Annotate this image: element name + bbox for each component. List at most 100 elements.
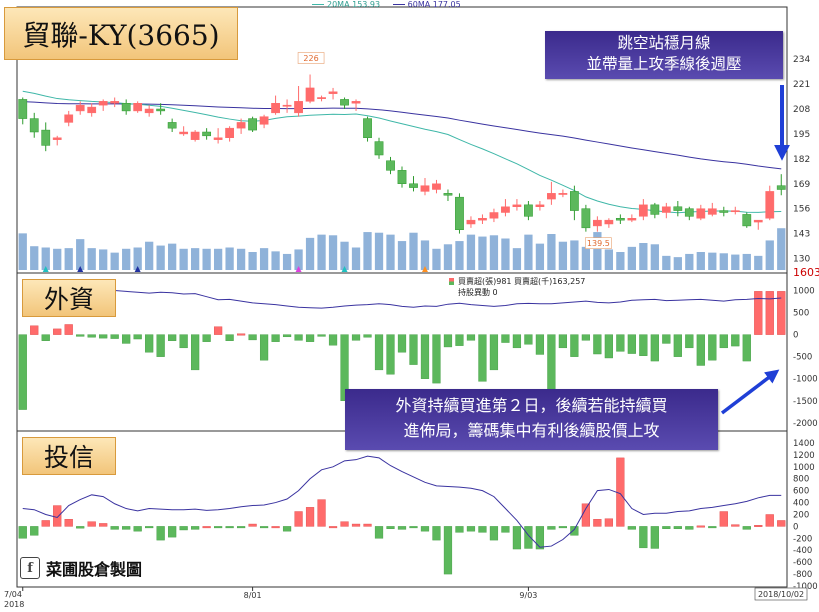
x-tick-label: 8/01	[244, 591, 262, 600]
flow-bar	[76, 526, 85, 529]
y-tick-label: 1400	[793, 439, 815, 449]
candle-body	[535, 204, 545, 207]
candle-body	[110, 101, 120, 104]
holding-line	[22, 286, 782, 309]
volume-bar	[397, 241, 407, 270]
y-tick-label: 221	[793, 80, 810, 90]
volume-bar	[133, 247, 142, 270]
volume-bar	[478, 236, 487, 270]
stock-title: 貿聯-KY(3665)	[4, 7, 238, 60]
note-foreign-line2: 進佈局，籌碼集中有利後續股價上攻	[403, 421, 660, 440]
volume-bar	[604, 249, 614, 270]
y-tick-label: 600	[793, 487, 809, 497]
flow-bar	[110, 334, 119, 339]
flow-bar	[340, 334, 349, 401]
volume-bar	[202, 248, 211, 270]
flow-bar	[777, 291, 786, 335]
y-tick-label: -1000	[793, 582, 818, 592]
volume-bar	[122, 248, 131, 270]
candle-body	[420, 185, 430, 192]
flow-bar	[168, 334, 177, 341]
flow-bar	[168, 526, 177, 538]
flow-bar	[547, 526, 556, 530]
event-marker	[295, 266, 302, 272]
candle-body	[167, 122, 177, 129]
flow-bar	[248, 523, 257, 527]
flow-bar	[570, 334, 579, 357]
chart-frame	[16, 6, 788, 588]
volume-bar	[110, 252, 119, 270]
candle-body	[351, 101, 361, 104]
flow-bar	[110, 526, 119, 530]
candle-body	[156, 108, 166, 112]
flow-bar	[581, 503, 590, 527]
volume-bar	[179, 248, 188, 270]
arrow-up-right-icon	[720, 369, 780, 415]
candle-body	[512, 204, 522, 207]
volume-bar	[777, 228, 786, 270]
flow-bar	[248, 334, 257, 341]
candle-body	[75, 104, 85, 112]
event-marker	[421, 266, 428, 272]
holding-line	[22, 455, 782, 548]
y-tick-label: 208	[793, 105, 810, 115]
volume-bar	[64, 248, 73, 270]
volume-bar	[650, 244, 659, 270]
flow-bar	[202, 334, 211, 342]
candle-body	[213, 137, 223, 140]
volume-bar	[627, 246, 636, 270]
flow-bar	[719, 511, 728, 527]
flow-bar	[340, 521, 349, 527]
candle-body	[776, 185, 786, 190]
flow-bar	[535, 334, 545, 355]
credit-text: 菜圃股倉製圖	[46, 560, 143, 579]
note-gap-up: 跳空站穩月線 並帶量上攻季線後週壓	[545, 31, 783, 79]
right-value-label: 1603	[793, 266, 819, 279]
flow-bar	[64, 519, 73, 527]
candle-body	[374, 141, 384, 156]
volume-bar	[547, 234, 556, 270]
candle-body	[317, 97, 326, 99]
ma20-label: 20MA 153.93	[327, 0, 381, 9]
flow-bar	[673, 526, 682, 529]
candle-body	[615, 218, 625, 221]
x-tick-label: 7/04	[4, 590, 22, 599]
volume-bar	[259, 248, 269, 270]
candle-body	[478, 218, 487, 221]
candle-body	[650, 204, 660, 215]
candle-body	[190, 131, 200, 140]
volume-bar	[524, 234, 533, 270]
flow-bar	[87, 521, 96, 527]
flow-bar	[535, 526, 545, 550]
foreign-panel: 1000 500 0 -500 -1000 -1500 -2000	[18, 286, 818, 429]
volume-bar	[213, 248, 223, 270]
candle-body	[409, 183, 418, 188]
volume-bar	[696, 252, 705, 270]
candle-body	[271, 103, 280, 114]
candle-body	[638, 204, 648, 217]
flow-bar	[455, 526, 464, 533]
flow-bar	[501, 334, 510, 343]
price-label-box	[585, 237, 612, 249]
y-tick-label: 1000	[793, 463, 815, 473]
flow-bar	[558, 526, 568, 529]
flow-bar	[455, 334, 464, 346]
event-marker	[341, 266, 348, 272]
candle-body	[673, 206, 683, 211]
ma-legend: 20MA 153.93 60MA 177.05	[312, 0, 461, 9]
flow-bar	[282, 526, 292, 532]
flow-bar	[133, 334, 142, 340]
note-foreign-buying: 外資持續買進第２日，後續若能持續買 進佈局，籌碼集中有利後續股價上攻	[345, 389, 718, 450]
flow-bar	[214, 526, 223, 529]
flow-bar	[432, 526, 441, 541]
flow-bar	[351, 334, 361, 341]
flow-bar	[225, 334, 234, 341]
flow-bar	[524, 334, 533, 345]
x-tick-label: 2018/10/02	[758, 590, 804, 599]
candle-body	[144, 108, 154, 114]
flow-bar	[650, 526, 659, 549]
foreign-legend: 買賣超(張)981 買賣超(千)163,257 持股異動 0	[449, 276, 585, 298]
flow-bar	[662, 526, 671, 529]
flow-bar	[754, 525, 763, 527]
volume-bar	[99, 249, 108, 270]
